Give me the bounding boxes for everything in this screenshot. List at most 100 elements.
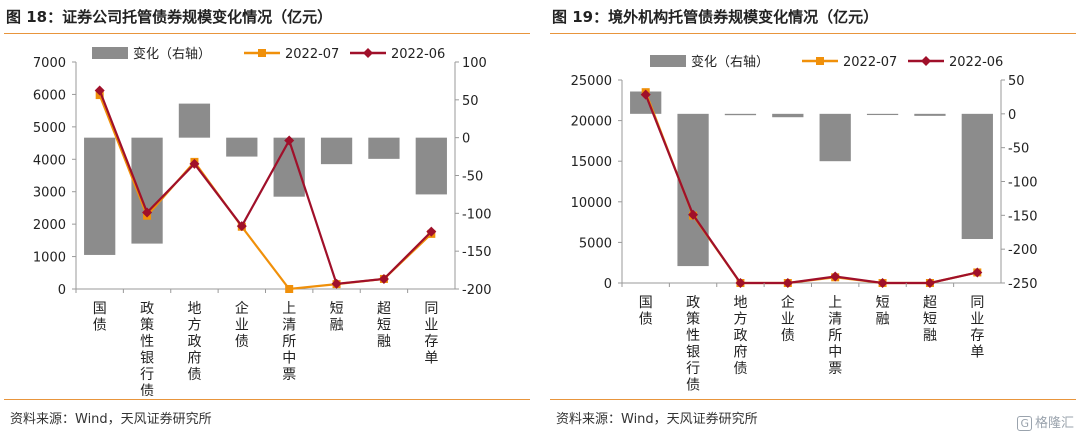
point-2022-06	[378, 273, 389, 284]
y-right-tick-label: -50	[462, 170, 483, 185]
y-left-tick-label: 5000	[579, 236, 612, 251]
source-divider	[4, 399, 530, 400]
point-2022-06	[877, 278, 888, 288]
legend-label: 2022-07	[843, 55, 897, 70]
legend-label: 2022-07	[285, 47, 339, 62]
y-left-tick-label: 7000	[33, 56, 66, 71]
legend-swatch-bar	[650, 55, 686, 67]
bar	[819, 113, 851, 162]
y-left-tick-label: 4000	[33, 153, 66, 168]
chart-panel-fig19: 图 19：境外机构托管债券规模变化情况（亿元） 变化（右轴） 2022-07 202…	[546, 0, 1080, 442]
y-left-tick-label: 25000	[571, 74, 612, 89]
point-2022-06	[782, 278, 793, 288]
legend-swatch-marker	[921, 56, 931, 66]
x-tick-label: 企业债	[781, 294, 795, 344]
point-2022-06	[189, 158, 200, 169]
legend-swatch-bar	[92, 47, 128, 59]
point-2022-06	[94, 85, 105, 96]
series-line-2022-06	[644, 94, 978, 285]
y-right-tick-label: -200	[1008, 243, 1038, 258]
y-left-tick-label: 1000	[33, 251, 66, 266]
source-note: 资料来源：Wind，天风证券研究所	[10, 412, 212, 427]
bar	[178, 103, 211, 138]
x-tick-label: 上清所中票	[282, 301, 296, 383]
x-tick-label: 上清所中票	[828, 295, 842, 377]
x-tick-label: 短融	[876, 295, 890, 328]
y-left-tick-label: 0	[58, 283, 66, 298]
legend: 变化（右轴） 2022-07 2022-06	[92, 46, 445, 62]
x-tick-label: 同业存单	[424, 301, 438, 367]
point-2022-06	[236, 221, 247, 232]
chart-title: 图 18：证券公司托管债券规模变化情况（亿元）	[6, 8, 333, 26]
y-right-tick-label: -50	[1008, 142, 1029, 157]
y-left-tick-label: 5000	[33, 121, 66, 136]
legend-label: 变化（右轴）	[133, 46, 211, 62]
watermark-logo-icon: G	[1017, 416, 1032, 431]
y-right-tick-label: -100	[462, 207, 492, 222]
y-left-tick-label: 3000	[33, 186, 66, 201]
x-tick-label: 政策性银行债	[140, 301, 154, 396]
chart-plot: 变化（右轴） 2022-07 2022-0670006000500040003000…	[33, 46, 492, 396]
bar	[630, 91, 662, 114]
legend-swatch-marker	[258, 49, 266, 57]
chart-plot: 变化（右轴） 2022-07 2022-06 25000 20000 15000 10000…	[571, 54, 1038, 394]
y-right-tick-label: 0	[462, 132, 470, 147]
legend-swatch-marker	[363, 48, 373, 58]
bar	[961, 113, 993, 240]
bar	[368, 137, 400, 159]
x-tick-label: 地方政府债	[733, 295, 747, 377]
legend-label: 变化（右轴）	[691, 54, 769, 70]
title-divider	[550, 33, 1076, 34]
x-tick-label: 超短融	[377, 301, 391, 350]
bar	[273, 137, 305, 197]
y-right-tick-label: 50	[1008, 74, 1025, 89]
point-2022-06	[688, 209, 699, 220]
y-right-tick-label: 50	[462, 94, 479, 109]
legend-label: 2022-06	[391, 47, 445, 62]
point-2022-06	[331, 278, 342, 289]
point-2022-06	[735, 278, 746, 288]
y-left-tick-label: 15000	[571, 155, 612, 170]
bar	[914, 113, 946, 116]
y-right-tick-label: 100	[462, 56, 487, 71]
bar	[226, 137, 258, 157]
bar	[320, 137, 353, 165]
x-tick-label: 超短融	[923, 295, 937, 344]
bar	[724, 113, 757, 116]
y-right-tick-label: -100	[1008, 176, 1038, 191]
title-divider	[4, 33, 530, 34]
watermark-text: 格隆汇	[1034, 416, 1074, 431]
bar	[84, 137, 116, 255]
point-2022-06	[284, 135, 295, 146]
y-left-tick-label: 20000	[571, 115, 612, 130]
watermark: G 格隆汇	[1017, 412, 1074, 431]
x-tick-label: 政策性银行债	[686, 295, 700, 394]
y-right-tick-label: -150	[1008, 209, 1038, 224]
y-left-tick-label: 2000	[33, 218, 66, 233]
x-tick-label: 同业存单	[970, 295, 984, 361]
y-left-tick-label: 0	[604, 277, 612, 292]
y-right-tick-label: 0	[1008, 108, 1016, 123]
y-right-tick-label: -200	[462, 283, 492, 298]
series-line-2022-06	[98, 90, 433, 285]
bar	[772, 113, 804, 118]
chart-title: 图 19：境外机构托管债券规模变化情况（亿元）	[552, 8, 879, 26]
source-divider	[550, 399, 1076, 400]
y-left-tick-label: 10000	[571, 196, 612, 211]
point-2022-07	[285, 285, 294, 293]
chart-panel-fig18: 图 18：证券公司托管债券规模变化情况（亿元） 变化（右轴） 2022-07 202…	[0, 0, 534, 442]
legend-label: 2022-06	[949, 55, 1003, 70]
x-tick-label: 短融	[330, 301, 344, 334]
x-tick-label: 国债	[639, 295, 653, 328]
point-2022-06	[924, 278, 935, 288]
point-2022-06	[830, 271, 841, 282]
x-tick-label: 国债	[93, 301, 107, 334]
point-2022-06	[640, 89, 651, 100]
legend: 变化（右轴） 2022-07 2022-06	[650, 54, 1003, 70]
x-tick-label: 地方政府债	[187, 301, 201, 383]
y-right-tick-label: -250	[1008, 277, 1038, 292]
point-2022-06	[142, 207, 153, 218]
bar	[866, 113, 899, 116]
legend-swatch-marker	[816, 57, 824, 65]
point-2022-06	[426, 226, 437, 237]
